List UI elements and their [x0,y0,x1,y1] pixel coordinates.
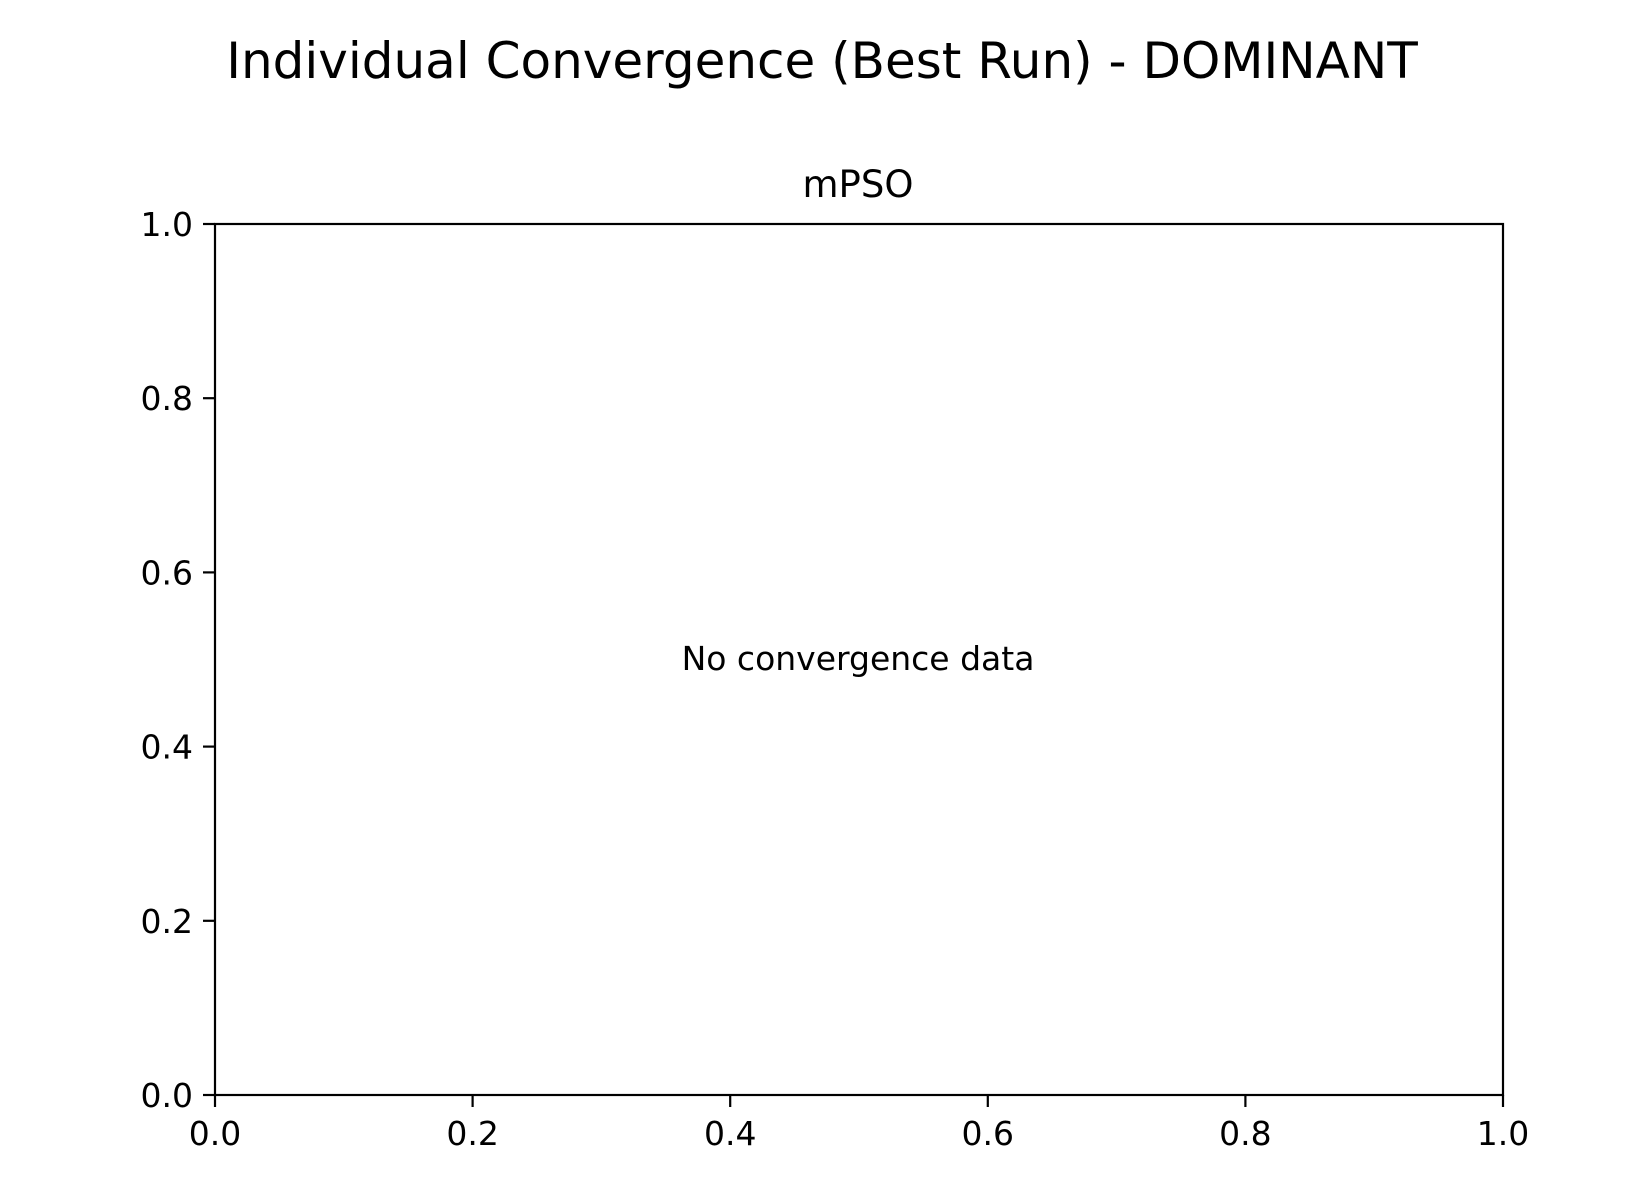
no-data-annotation: No convergence data [682,639,1035,678]
y-axis: 0.0 0.2 0.4 0.6 0.8 1.0 [141,205,215,1115]
axes-title: mPSO [803,163,914,206]
y-tick-label: 0.2 [141,902,193,941]
x-tick-label: 0.0 [189,1114,241,1153]
y-tick-label: 0.0 [141,1076,193,1115]
y-tick-label: 0.8 [141,379,193,418]
x-tick-label: 0.8 [1219,1114,1271,1153]
y-tick-label: 0.4 [141,728,193,767]
y-tick-label: 1.0 [141,205,193,244]
axes-frame [213,222,1505,1097]
x-tick-label: 0.2 [446,1114,498,1153]
x-axis: 0.0 0.2 0.4 0.6 0.8 1.0 [189,1095,1529,1153]
x-tick-label: 0.4 [704,1114,756,1153]
x-tick-label: 0.6 [962,1114,1014,1153]
y-tick-label: 0.6 [141,553,193,592]
chart-suptitle: Individual Convergence (Best Run) - DOMI… [226,32,1418,90]
x-tick-label: 1.0 [1477,1114,1529,1153]
